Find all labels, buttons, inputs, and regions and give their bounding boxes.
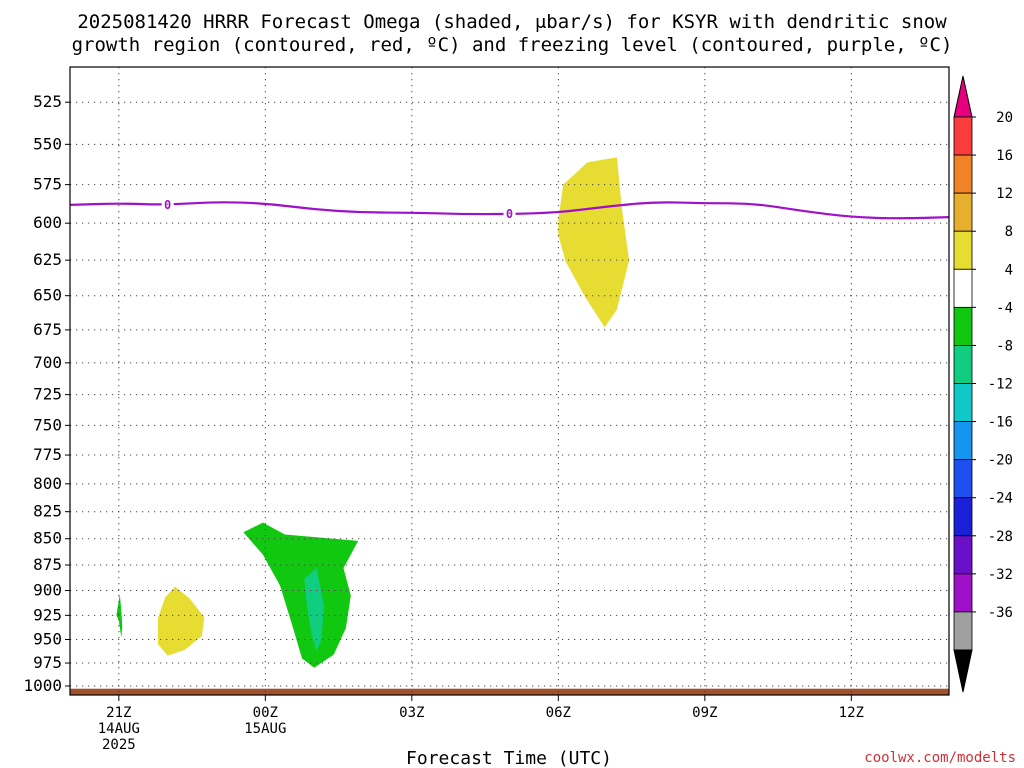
y-tick-label: 875 (33, 555, 62, 574)
y-tick-label: 650 (33, 286, 62, 305)
colorbar-tick-label: -12 (988, 377, 1013, 393)
colorbar: 20 16 12 8 4 -4 -8 -12 -16 -20 -24 -28 -32 -36 (953, 75, 1013, 693)
chart-title-line-1: 2025081420 HRRR Forecast Omega (shaded, … (77, 11, 947, 33)
freezing-level-label: 0 (506, 207, 513, 221)
colorbar-tick-label: 12 (996, 186, 1013, 202)
colorbar-bin (953, 192, 973, 232)
y-tick-label: 850 (33, 529, 62, 548)
omega-region-2 (116, 594, 123, 638)
x-tick-label: 06Z (546, 705, 571, 721)
colorbar-bin (953, 306, 973, 346)
y-tick-label: 525 (33, 92, 62, 111)
y-tick-label: 775 (33, 445, 62, 464)
x-tick-label: 12Z (839, 705, 864, 721)
chart-title-line-2: growth region (contoured, red, ºC) and f… (72, 34, 953, 56)
x-axis-title: Forecast Time (UTC) (406, 748, 612, 768)
credit-link[interactable]: coolwx.com/modelts (864, 750, 1016, 766)
colorbar-tick-label: -24 (988, 491, 1013, 507)
colorbar-tick-label: -20 (988, 453, 1013, 469)
colorbar-bin (953, 345, 973, 384)
plot-frame (69, 66, 950, 696)
terrain-surface (70, 688, 949, 695)
x-tick-label: 21Z (106, 705, 131, 721)
colorbar-tick-label: -4 (996, 300, 1013, 316)
omega-region-1 (157, 586, 205, 656)
colorbar-tick-label: -28 (988, 529, 1013, 545)
x-tick-label: 00Z (253, 705, 278, 721)
plot-area (70, 157, 949, 695)
y-tick-label: 950 (33, 630, 62, 649)
colorbar-bin (953, 154, 973, 194)
y-tick-label: 825 (33, 502, 62, 521)
omega-region-0 (558, 157, 630, 328)
y-tick-label: 700 (33, 353, 62, 372)
y-tick-label: 1000 (23, 676, 62, 695)
colorbar-bin (953, 459, 973, 499)
colorbar-tick-label: -32 (988, 567, 1013, 583)
colorbar-bin (953, 268, 973, 308)
colorbar-bin (953, 421, 973, 461)
y-tick-label: 975 (33, 653, 62, 672)
freezing-level-label: 0 (164, 198, 171, 212)
x-tick-label: 2025 (102, 737, 136, 753)
y-tick-label: 575 (33, 175, 62, 194)
y-tick-label: 750 (33, 415, 62, 434)
colorbar-bin (953, 230, 973, 270)
colorbar-extend-low (953, 649, 973, 693)
colorbar-bin (953, 116, 973, 156)
colorbar-tick-label: 4 (1005, 262, 1013, 278)
grid (70, 67, 949, 695)
colorbar-extend-high (953, 75, 973, 118)
y-tick-label: 675 (33, 320, 62, 339)
freezing-level-line (69, 201, 950, 220)
contour-label-bg (161, 196, 174, 213)
y-tick-label: 725 (33, 385, 62, 404)
y-axis: 525 550 575 600 625 650 675 700 725 750 775 800 825 8… (23, 92, 70, 695)
y-tick-label: 625 (33, 250, 62, 269)
colorbar-bin (953, 383, 973, 422)
colorbar-bin (953, 535, 973, 575)
x-tick-label: 03Z (399, 705, 424, 721)
y-tick-label: 900 (33, 581, 62, 600)
contour-label-bg (503, 206, 516, 223)
y-tick-label: 800 (33, 474, 62, 493)
x-tick-label: 14AUG (98, 721, 140, 737)
y-tick-label: 925 (33, 605, 62, 624)
y-tick-label: 550 (33, 134, 62, 153)
y-tick-label: 600 (33, 213, 62, 232)
colorbar-tick-label: -36 (988, 605, 1013, 621)
colorbar-bin (953, 497, 973, 537)
colorbar-tick-label: 16 (996, 148, 1013, 164)
omega-region-4 (304, 568, 324, 651)
colorbar-tick-label: -16 (988, 415, 1013, 431)
x-tick-label: 15AUG (244, 721, 286, 737)
colorbar-tick-label: -8 (996, 338, 1013, 354)
colorbar-tick-label: 8 (1005, 224, 1013, 240)
colorbar-bin (953, 573, 973, 613)
freezing-level-contour: 00 (69, 196, 950, 223)
x-tick-label: 09Z (692, 705, 717, 721)
colorbar-tick-label: 20 (996, 110, 1013, 126)
colorbar-bin (953, 611, 973, 651)
omega-region-3 (243, 522, 359, 668)
